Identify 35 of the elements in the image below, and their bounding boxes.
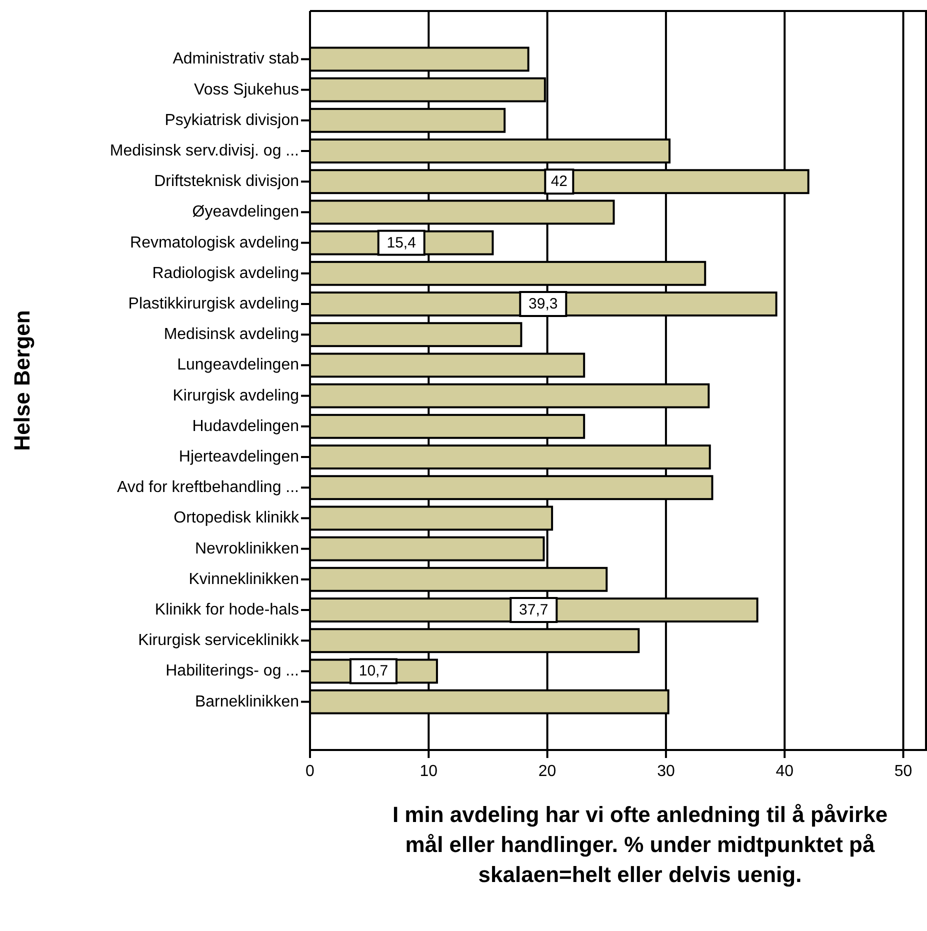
y-tick-label: Hudavdelingen bbox=[192, 418, 299, 435]
y-axis-title: Helse Bergen bbox=[10, 310, 34, 451]
data-label: 39,3 bbox=[528, 296, 558, 312]
y-tick-label: Kirurgisk avdeling bbox=[172, 387, 299, 404]
y-tick-label: Kvinneklinikken bbox=[188, 570, 299, 588]
y-tick-label: Administrativ stab bbox=[172, 50, 300, 68]
x-tick-label: 10 bbox=[420, 763, 438, 780]
data-label: 42 bbox=[550, 173, 568, 190]
y-tick-label: Medisinsk avdeling bbox=[164, 326, 299, 344]
y-tick-label: Klinikk for hode-hals bbox=[154, 602, 299, 619]
y-tick-label: Plastikkirurgisk avdeling bbox=[128, 296, 299, 312]
y-tick-label: Hjerteavdelingen bbox=[178, 448, 299, 466]
y-tick-label: Ortopedisk klinikk bbox=[174, 510, 300, 527]
y-tick-label: Habiliterings- og ... bbox=[166, 662, 299, 680]
x-tick-label: 50 bbox=[894, 763, 912, 780]
y-tick-label: Avd for kreftbehandling ... bbox=[116, 479, 299, 496]
x-axis-title: I min avdeling har vi ofte anledning til å påvirke mål eller handlinger. % under midtpunktet på skalaen=helt eller delvis uenig. bbox=[392, 802, 888, 887]
y-tick-label: Øyeavdelingen bbox=[192, 204, 299, 221]
x-tick-label: 20 bbox=[538, 763, 556, 780]
y-tick-label: Kirurgisk serviceklinikk bbox=[138, 632, 300, 650]
data-label: 37,7 bbox=[519, 602, 548, 619]
y-tick-label: Driftsteknisk divisjon bbox=[154, 173, 299, 190]
y-tick-label: Lungeavdelingen bbox=[177, 356, 299, 374]
y-tick-label: Barneklinikken bbox=[194, 693, 299, 710]
y-tick-label: Psykiatrisk divisjon bbox=[164, 112, 299, 129]
data-label: 10,7 bbox=[358, 662, 388, 680]
x-tick-label: 30 bbox=[657, 763, 675, 780]
y-tick-label: Radiologisk avdeling bbox=[152, 264, 299, 282]
x-tick-label: 40 bbox=[776, 763, 794, 780]
y-tick-label: Nevroklinikken bbox=[194, 540, 299, 558]
y-tick-label: Revmatologisk avdeling bbox=[130, 234, 299, 252]
y-tick-label: Medisinsk serv.divisj. og ... bbox=[110, 142, 299, 160]
data-label: 15,4 bbox=[386, 234, 416, 252]
y-tick-label: Voss Sjukehus bbox=[194, 81, 299, 98]
x-tick-label: 0 bbox=[306, 763, 315, 780]
